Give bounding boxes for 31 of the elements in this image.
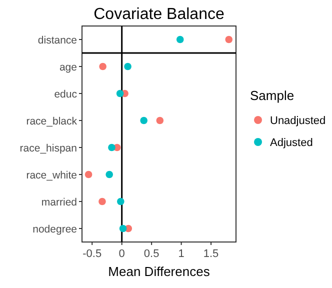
- legend-label: Unadjusted: [270, 115, 326, 127]
- point: [116, 198, 124, 206]
- y-tick-label: age: [59, 62, 78, 74]
- point: [116, 90, 124, 98]
- point: [225, 36, 233, 44]
- legend-label: Adjusted: [270, 137, 313, 149]
- y-tick-label: nodegree: [32, 224, 78, 236]
- x-tick-label: -0.5: [82, 248, 102, 260]
- x-axis-title: Mean Differences: [108, 264, 210, 279]
- x-tick-label: 1.5: [203, 248, 219, 260]
- legend-title: Sample: [250, 88, 294, 103]
- point: [156, 116, 164, 124]
- point: [99, 62, 106, 70]
- y-tick-label: race_black: [26, 116, 78, 128]
- point: [140, 116, 148, 124]
- point: [84, 170, 92, 178]
- point: [98, 198, 106, 206]
- point: [108, 144, 116, 152]
- y-tick-label: distance: [38, 34, 78, 46]
- x-tick-label: 0: [118, 248, 125, 260]
- x-tick-label: 1: [178, 248, 184, 260]
- point: [119, 224, 127, 232]
- x-tick-label: 0.5: [144, 248, 160, 260]
- chart-title: Covariate Balance: [94, 6, 224, 23]
- point: [176, 36, 184, 44]
- y-tick-label: married: [41, 196, 78, 208]
- y-tick-label: race_white: [26, 170, 78, 182]
- y-tick-label: educ: [54, 88, 77, 100]
- point: [124, 62, 132, 70]
- point: [106, 170, 114, 178]
- y-tick-label: race_hispan: [20, 142, 78, 154]
